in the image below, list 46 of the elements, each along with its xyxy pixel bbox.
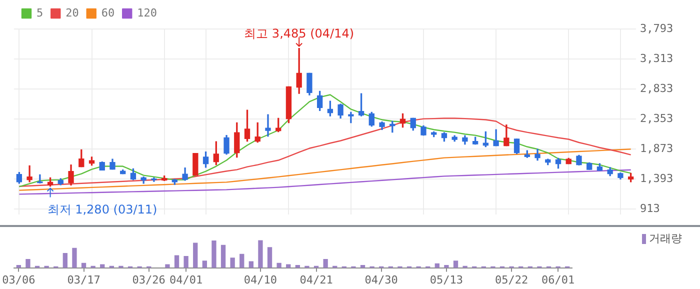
x-tick-label: 04/01	[170, 273, 203, 286]
legend-label: 5	[36, 6, 44, 20]
y-tick-label: 3,793	[640, 22, 674, 35]
y-tick-label: 2,353	[640, 112, 674, 125]
annotation: 최저 1,280 (03/11)	[47, 202, 158, 216]
bar	[100, 264, 105, 268]
y-tick-label: 913	[640, 202, 660, 216]
y-tick-label: 1,873	[640, 142, 674, 155]
bar	[258, 240, 263, 268]
x-tick-label: 05/22	[494, 273, 528, 286]
bar	[276, 262, 282, 268]
bar	[323, 259, 328, 268]
bar	[267, 247, 272, 268]
legend-label: 60	[101, 6, 115, 20]
legend-label: 120	[137, 6, 157, 20]
bar	[248, 261, 254, 268]
bar	[165, 264, 170, 268]
x-tick-label: 03/26	[132, 273, 166, 286]
y-tick-label: 2,833	[640, 82, 674, 95]
bar	[212, 240, 216, 268]
x-tick-label: 04/30	[364, 273, 398, 286]
x-tick-label: 05/13	[430, 273, 464, 286]
x-tick-label: 03/06	[2, 273, 36, 286]
candlestick	[192, 153, 198, 176]
bar	[444, 265, 449, 268]
bar	[202, 260, 207, 268]
bar	[230, 258, 235, 268]
annotation: 최고 3,485 (04/14)	[244, 26, 354, 40]
bar	[184, 256, 188, 268]
bar	[26, 259, 30, 268]
bar	[240, 254, 244, 268]
y-tick-label: 1,393	[640, 172, 674, 186]
x-tick-label: 06/01	[541, 273, 575, 286]
x-tick-label: 04/21	[300, 273, 333, 286]
x-tick-label: 04/10	[244, 273, 278, 286]
y-tick-label: 3,313	[640, 52, 674, 65]
bar	[174, 255, 180, 268]
legend-label: 거래량	[649, 232, 682, 245]
legend-label: 20	[66, 6, 79, 20]
bar	[220, 244, 226, 268]
bar	[72, 248, 77, 268]
bar	[453, 260, 458, 268]
bar	[286, 264, 291, 268]
x-tick-label: 03/17	[67, 273, 100, 286]
bar	[62, 253, 68, 268]
bar	[193, 242, 198, 268]
